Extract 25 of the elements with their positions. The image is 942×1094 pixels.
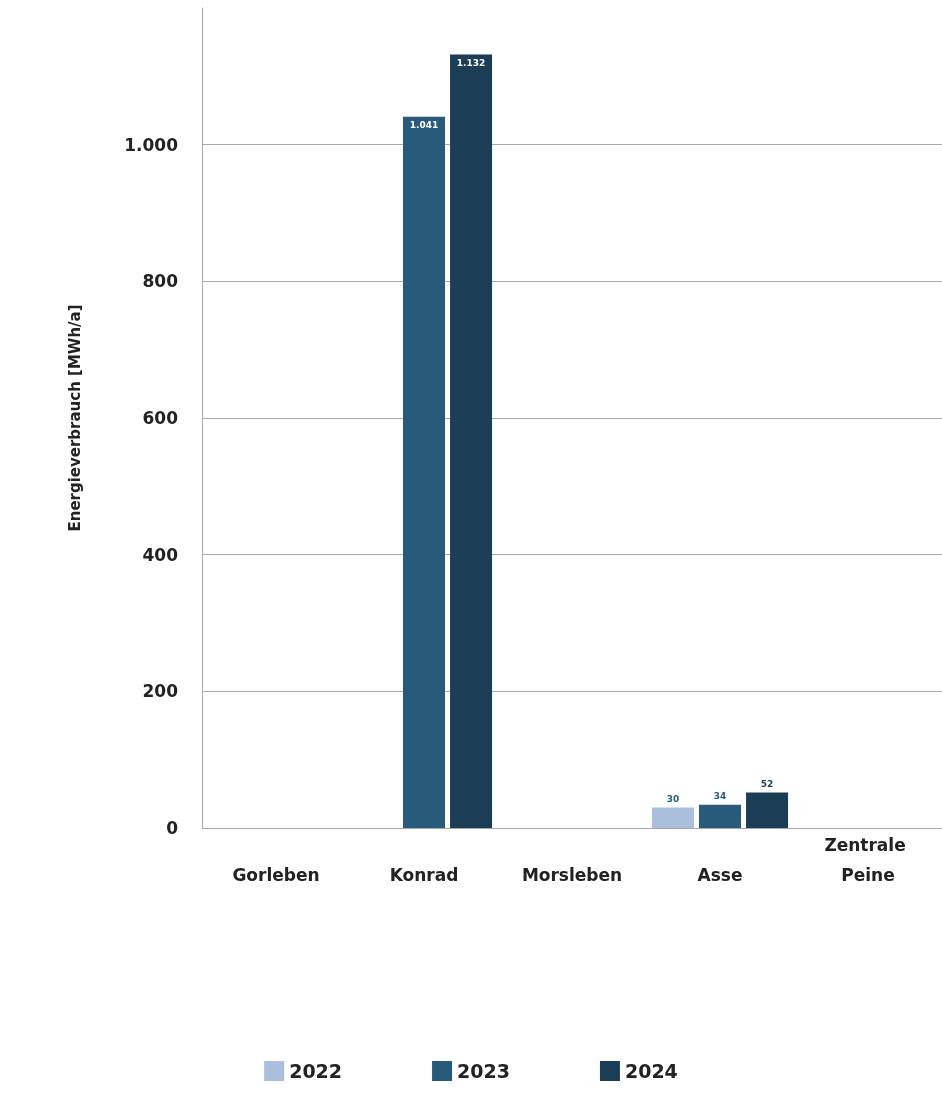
- bar: [651, 807, 694, 828]
- y-tick-label: 200: [142, 681, 179, 702]
- data-label: 30: [666, 794, 680, 804]
- x-tick-label: Gorleben: [232, 865, 320, 885]
- y-tick-label: 800: [142, 271, 179, 292]
- y-tick-label: 1.000: [124, 134, 179, 155]
- y-axis-title: Energieverbrauch [MWh/a]: [65, 304, 84, 532]
- x-tick-label: Asse: [697, 865, 743, 885]
- bar: [746, 792, 789, 828]
- legend-label: 2024: [624, 1060, 678, 1082]
- data-label: 1.041: [409, 120, 439, 131]
- legend-label: 2023: [457, 1060, 510, 1082]
- bar: [699, 804, 741, 828]
- data-label: 52: [760, 778, 774, 789]
- legend-label: 2022: [289, 1060, 343, 1082]
- data-label: 1.132: [456, 57, 486, 68]
- bar: [403, 116, 445, 828]
- data-label: 34: [713, 791, 727, 802]
- x-tick-label: Konrad: [389, 865, 459, 885]
- y-tick-label: 0: [166, 818, 179, 838]
- y-tick-label: 400: [142, 544, 179, 565]
- x-tick-label: Zentrale Peine: [824, 835, 912, 885]
- x-tick-label: Morsleben: [521, 865, 623, 885]
- y-tick-label: 600: [142, 408, 179, 428]
- bar: [450, 54, 493, 828]
